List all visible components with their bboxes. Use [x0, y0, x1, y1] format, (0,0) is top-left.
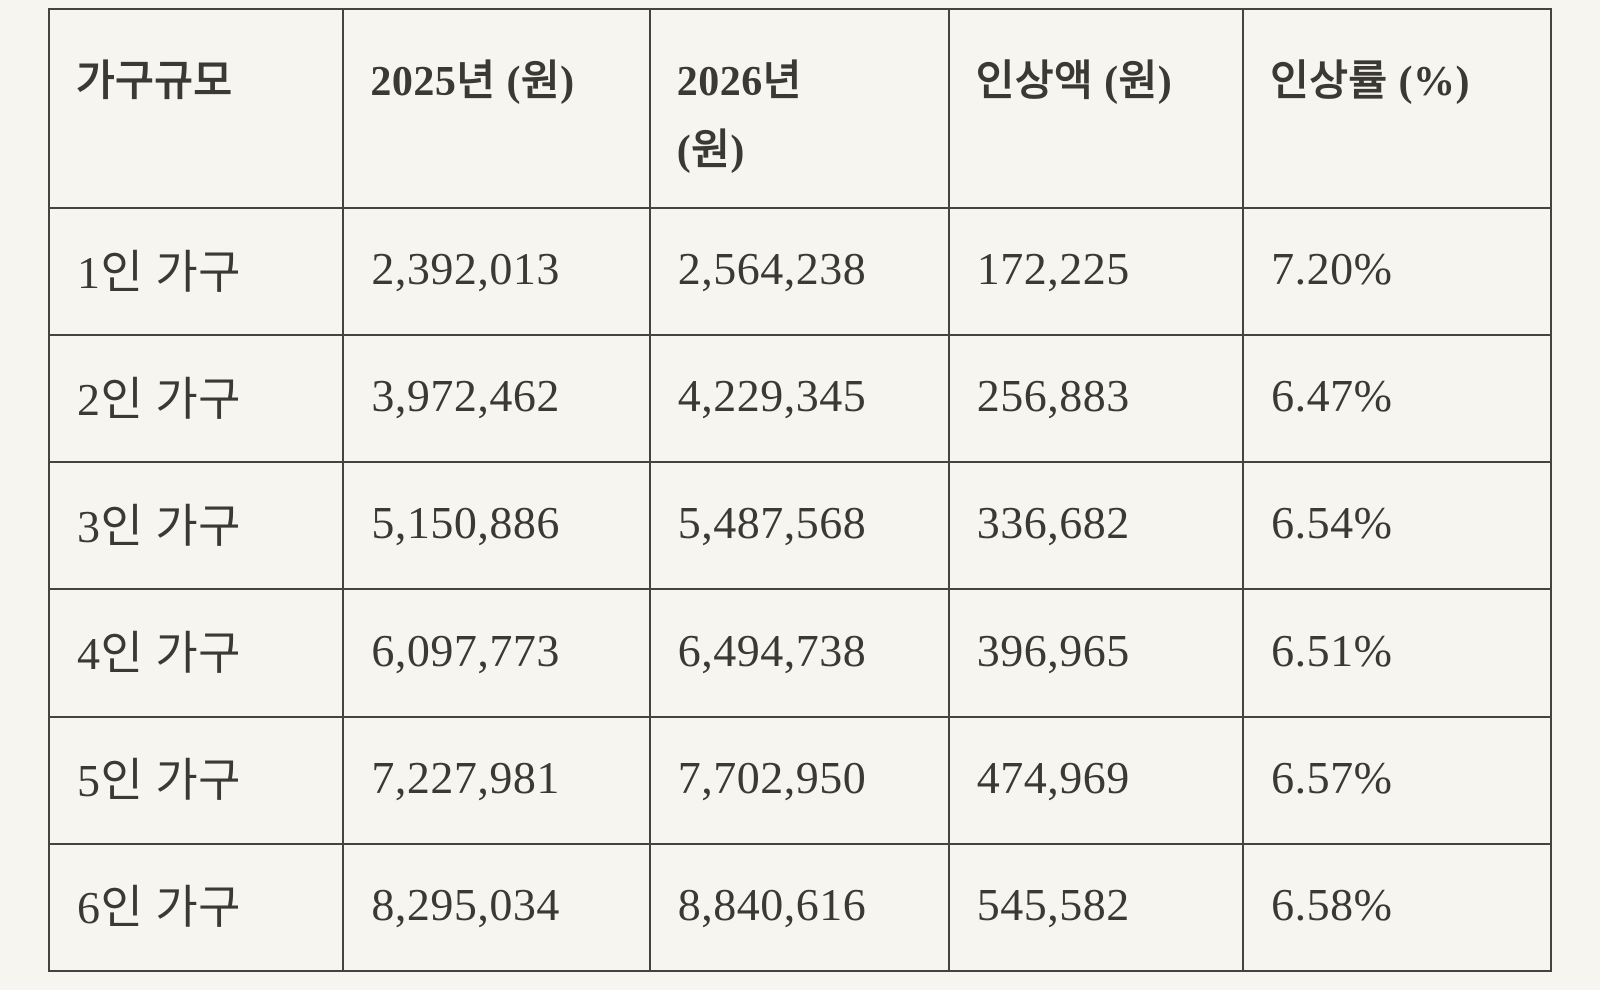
cell-2026-amount: 4,229,345 — [648, 334, 950, 464]
table-row-6-person: 6인 가구 8,295,034 8,840,616 545,582 6.58% — [47, 842, 1552, 973]
cell-increase-amount: 396,965 — [947, 588, 1245, 718]
table-body: 1인 가구 2,392,013 2,564,238 172,225 7.20% … — [47, 206, 1552, 973]
cell-2025-amount: 8,295,034 — [342, 842, 651, 973]
table-header: 가구규모 2025년 (원) 2026년 (원) 인상액 (원) 인상률 (%) — [47, 8, 1552, 209]
col-header-2026-won: 2026년 (원) — [648, 8, 950, 209]
table-row-4-person: 4인 가구 6,097,773 6,494,738 396,965 6.51% — [47, 588, 1552, 718]
cell-2025-amount: 5,150,886 — [342, 461, 651, 591]
cell-increase-amount: 545,582 — [947, 842, 1245, 973]
cell-2026-amount: 7,702,950 — [648, 715, 950, 845]
col-header-increase-rate: 인상률 (%) — [1242, 8, 1552, 209]
cell-household-size: 2인 가구 — [47, 334, 345, 464]
cell-2025-amount: 7,227,981 — [342, 715, 651, 845]
cell-increase-amount: 172,225 — [947, 206, 1245, 337]
cell-household-size: 4인 가구 — [47, 588, 345, 718]
cell-increase-rate: 6.54% — [1242, 461, 1552, 591]
col-header-2025-won: 2025년 (원) — [342, 8, 651, 209]
cell-2025-amount: 3,972,462 — [342, 334, 651, 464]
table-row-5-person: 5인 가구 7,227,981 7,702,950 474,969 6.57% — [47, 715, 1552, 845]
cell-increase-rate: 7.20% — [1242, 206, 1552, 337]
table-row-1-person: 1인 가구 2,392,013 2,564,238 172,225 7.20% — [47, 206, 1552, 337]
col-header-household-size: 가구규모 — [47, 8, 345, 209]
cell-increase-amount: 336,682 — [947, 461, 1245, 591]
household-income-table: 가구규모 2025년 (원) 2026년 (원) 인상액 (원) 인상률 (%)… — [47, 8, 1552, 973]
cell-2026-amount: 2,564,238 — [648, 206, 950, 337]
col-header-increase-amount: 인상액 (원) — [947, 8, 1245, 209]
table-row-2-person: 2인 가구 3,972,462 4,229,345 256,883 6.47% — [47, 334, 1552, 464]
cell-2026-amount: 6,494,738 — [648, 588, 950, 718]
cell-2026-amount: 8,840,616 — [648, 842, 950, 973]
cell-household-size: 6인 가구 — [47, 842, 345, 973]
cell-increase-rate: 6.57% — [1242, 715, 1552, 845]
table-row-3-person: 3인 가구 5,150,886 5,487,568 336,682 6.54% — [47, 461, 1552, 591]
header-row: 가구규모 2025년 (원) 2026년 (원) 인상액 (원) 인상률 (%) — [47, 8, 1552, 209]
cell-household-size: 1인 가구 — [47, 206, 345, 337]
cell-increase-rate: 6.51% — [1242, 588, 1552, 718]
cell-household-size: 5인 가구 — [47, 715, 345, 845]
household-income-table-container: 가구규모 2025년 (원) 2026년 (원) 인상액 (원) 인상률 (%)… — [47, 8, 1552, 973]
cell-increase-amount: 474,969 — [947, 715, 1245, 845]
cell-2025-amount: 2,392,013 — [342, 206, 651, 337]
cell-household-size: 3인 가구 — [47, 461, 345, 591]
cell-2025-amount: 6,097,773 — [342, 588, 651, 718]
cell-increase-rate: 6.47% — [1242, 334, 1552, 464]
cell-increase-rate: 6.58% — [1242, 842, 1552, 973]
cell-increase-amount: 256,883 — [947, 334, 1245, 464]
cell-2026-amount: 5,487,568 — [648, 461, 950, 591]
